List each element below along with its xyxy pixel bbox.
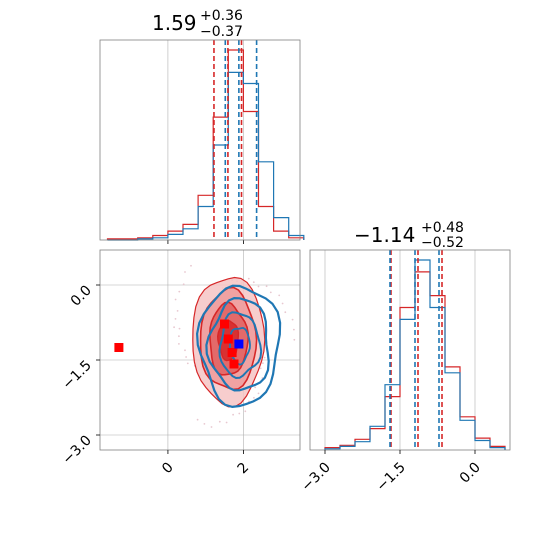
p2-scatter-dot (265, 285, 268, 288)
p2-scatter-dot (174, 298, 177, 301)
p2-contour-blue (229, 326, 251, 366)
p2-ytick-label: −1.5 (59, 358, 94, 393)
p2-scatter-dot (173, 326, 176, 329)
panel-hist-top-quantiles (213, 40, 258, 240)
p2-contour-blue (195, 284, 282, 409)
p2-scatter-dot (178, 343, 180, 345)
p2-scatter-dot (238, 412, 241, 415)
p2-scatter-dot (259, 367, 262, 370)
p2-scatter-dot (218, 420, 221, 423)
p2-ytick-label: −3.0 (59, 433, 94, 468)
panel-hist-top-series (106, 49, 305, 241)
p2-scatter-dot (252, 281, 255, 284)
p2-scatter-dot (284, 311, 287, 314)
p2-ytick-label: 0.0 (68, 283, 95, 310)
p2-scatter-dot (232, 413, 235, 416)
p2-scatter-dot (263, 356, 266, 359)
p2-marker-red (220, 319, 229, 329)
p3-xtick-label: −1.5 (373, 460, 408, 495)
p2-scatter-dot (210, 426, 213, 428)
p3-xtick-label: 0.0 (457, 460, 484, 487)
panel-2d-grid (100, 250, 300, 450)
p2-scatter-dot (178, 335, 180, 338)
p2-scatter-dot (225, 421, 228, 424)
p2-scatter-dot (178, 327, 181, 330)
panel-hist-top-grid (167, 40, 244, 244)
p2-marker-blue (234, 339, 244, 349)
p2-xtick-label: 0 (159, 460, 177, 478)
p2-scatter-dot (203, 423, 206, 425)
p2-scatter-dot (182, 283, 185, 286)
p2-scatter-dot (257, 285, 260, 288)
p2-scatter-dot (247, 277, 250, 280)
p2-scatter-dot (186, 362, 189, 365)
panel-2d-points (114, 319, 244, 369)
panel-hist-bottom-xticks: −3.0 −1.5 0.0 (298, 450, 484, 495)
p2-scatter-dot (244, 410, 247, 413)
p2-scatter-dot (278, 294, 281, 297)
p2-scatter-dot (196, 418, 199, 421)
p2-scatter-dot (185, 356, 188, 358)
p2-scatter-dot (269, 291, 272, 294)
p2-scatter-dot (174, 318, 177, 320)
p2-scatter-dot (281, 302, 284, 305)
p2-xtick-label: 2 (235, 460, 253, 478)
panel-hist-top: 1.59 +0.36 −0.37 (99, 8, 305, 244)
p2-scatter-dot (253, 396, 255, 399)
p1-hist-blue (107, 71, 305, 241)
panel-2d-frame (99, 249, 301, 451)
p2-scatter-dot (184, 349, 186, 352)
p2-scatter-dot (190, 264, 192, 267)
p2-scatter-dot (176, 310, 179, 312)
p3-hist-blue (324, 259, 506, 450)
title-median-2: −1.14 (354, 223, 415, 247)
panel-hist-bottom-title: −1.14 (354, 223, 415, 247)
p2-scatter-dot (291, 318, 294, 321)
title-median: 1.59 (152, 11, 197, 35)
panel-hist-bottom-quantiles (389, 250, 443, 450)
panel-hist-bottom-frame (309, 249, 511, 451)
p2-contour-blue (218, 311, 263, 380)
panel-2d-contours (173, 264, 296, 428)
p2-marker-red (223, 334, 233, 344)
title-minus-2: −0.52 (421, 235, 464, 251)
panel-hist-top-title: 1.59 (152, 11, 197, 35)
p2-marker-red (227, 348, 237, 357)
p3-xtick-label: −3.0 (298, 460, 333, 495)
p2-scatter-dot (178, 290, 181, 293)
p2-scatter-dot (257, 392, 260, 395)
title-plus-2: +0.48 (421, 220, 464, 236)
p2-marker-red (229, 359, 239, 369)
p2-scatter-dot (293, 338, 296, 341)
p2-scatter-dot (184, 271, 186, 273)
panel-hist-top-frame (99, 39, 301, 241)
p2-marker-red (114, 343, 124, 352)
panel-2d-yticks: 0.0 −1.5 −3.0 (59, 283, 100, 468)
p1-hist-red (106, 49, 305, 240)
p2-scatter-dot (262, 362, 264, 364)
p2-scatter-dot (293, 328, 295, 331)
title-plus: +0.36 (200, 8, 243, 24)
p2-scatter-dot (254, 386, 257, 389)
title-minus: −0.37 (200, 24, 243, 40)
p2-contour-blue (205, 296, 270, 392)
panel-hist-bottom: −3.0 −1.5 0.0 −1.14 +0.48 −0.52 (298, 220, 511, 495)
panel-hist-bottom-series (324, 259, 506, 450)
